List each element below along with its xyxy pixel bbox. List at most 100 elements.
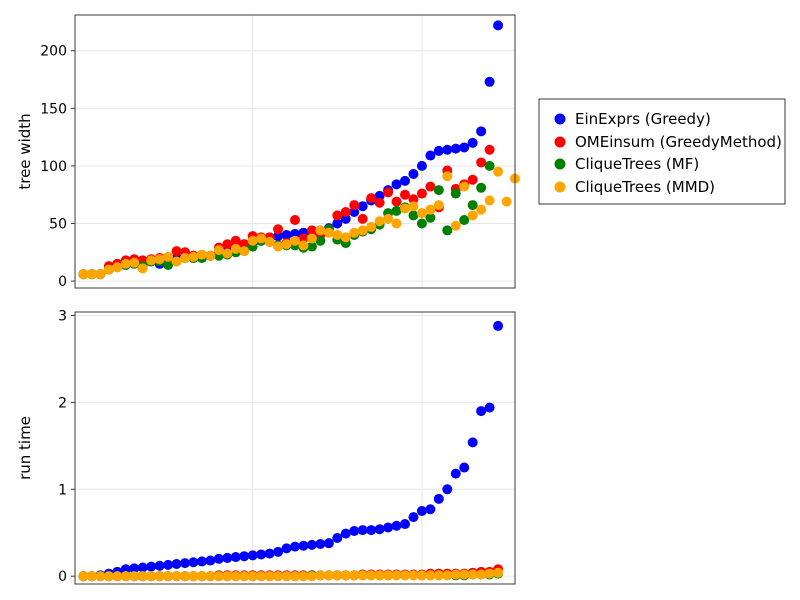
- data-point: [78, 269, 89, 280]
- data-point: [374, 197, 385, 208]
- data-point: [391, 205, 402, 216]
- data-point: [180, 253, 190, 264]
- data-point: [306, 233, 317, 244]
- data-point: [213, 244, 224, 255]
- data-point: [273, 571, 284, 582]
- data-point: [493, 166, 504, 177]
- y-tick-label: 200: [40, 44, 67, 60]
- data-point: [484, 76, 495, 87]
- data-point: [290, 215, 300, 226]
- data-point: [400, 519, 410, 530]
- data-point: [146, 571, 157, 582]
- plot-frame: [74, 311, 516, 585]
- data-point: [196, 249, 207, 260]
- data-point: [433, 570, 444, 581]
- data-point: [425, 504, 436, 515]
- data-point: [281, 543, 292, 554]
- y-tick-label: 3: [58, 308, 67, 324]
- data-point: [273, 241, 284, 252]
- data-point: [332, 218, 343, 229]
- data-point: [416, 506, 427, 517]
- data-point: [264, 236, 275, 247]
- data-point: [298, 571, 309, 582]
- panel-1: 0 50 100 150 200 tree width: [16, 14, 520, 290]
- data-point: [112, 262, 123, 273]
- data-point: [315, 225, 326, 236]
- data-point: [425, 570, 436, 581]
- y-tick-label: 1: [58, 482, 67, 498]
- data-point: [256, 549, 267, 560]
- data-point: [476, 204, 487, 215]
- data-point: [323, 570, 334, 581]
- data-point: [467, 200, 478, 211]
- data-point: [129, 257, 140, 268]
- data-point: [112, 571, 123, 582]
- data-point: [154, 560, 165, 571]
- data-point: [120, 258, 131, 269]
- data-point: [467, 174, 478, 185]
- data-point: [306, 225, 317, 236]
- data-point: [129, 563, 140, 574]
- data-point: [467, 137, 478, 148]
- data-point: [374, 570, 385, 581]
- data-point: [493, 320, 504, 331]
- data-point: [433, 145, 444, 156]
- data-point: [416, 188, 427, 199]
- data-point: [222, 248, 233, 259]
- data-point: [484, 568, 495, 579]
- data-point: [476, 182, 487, 193]
- data-point: [467, 569, 478, 580]
- data-point: [205, 250, 216, 261]
- data-point: [349, 570, 360, 581]
- data-point: [264, 548, 275, 559]
- data-point: [171, 246, 182, 257]
- data-point: [281, 571, 292, 582]
- data-point: [425, 212, 436, 223]
- legend-label-cliquetrees-mf: CliqueTrees (MF): [575, 155, 699, 173]
- data-point: [163, 571, 174, 582]
- data-point: [416, 208, 427, 219]
- data-point: [247, 571, 258, 582]
- data-point: [230, 571, 241, 582]
- data-point: [366, 570, 377, 581]
- data-point: [103, 571, 114, 582]
- data-point: [180, 558, 190, 569]
- data-point: [281, 230, 292, 241]
- data-point: [188, 571, 199, 582]
- data-point: [86, 571, 97, 582]
- data-point: [459, 181, 470, 192]
- data-point: [501, 196, 512, 207]
- y-axis-label: tree width: [16, 113, 34, 189]
- data-point: [408, 210, 419, 221]
- data-point: [95, 269, 106, 280]
- data-point: [340, 528, 351, 539]
- series-einexprs-greedy: [78, 320, 504, 582]
- data-point: [137, 571, 148, 582]
- chart-legend: EinExprs (Greedy) OMEinsum (GreedyMethod…: [538, 98, 786, 205]
- data-point: [408, 201, 419, 212]
- data-point: [196, 571, 207, 582]
- data-point: [357, 225, 368, 236]
- data-point: [171, 256, 182, 267]
- data-point: [323, 538, 334, 549]
- data-point: [222, 552, 233, 563]
- legend-box: [538, 98, 786, 205]
- data-point: [391, 570, 402, 581]
- data-point: [484, 144, 495, 155]
- data-point: [383, 522, 394, 533]
- data-point: [222, 239, 233, 250]
- data-point: [340, 213, 351, 224]
- legend-marker-einexprs: [554, 113, 566, 125]
- legend-label-cliquetrees-mmd: CliqueTrees (MMD): [575, 178, 715, 196]
- data-point: [154, 254, 165, 265]
- data-point: [239, 239, 250, 250]
- data-point: [154, 571, 165, 582]
- data-point: [264, 571, 275, 582]
- legend-marker-cliquetrees-mf: [554, 158, 566, 170]
- data-point: [442, 570, 453, 581]
- data-point: [391, 218, 402, 229]
- data-point: [408, 168, 419, 179]
- data-point: [476, 126, 487, 137]
- data-point: [400, 203, 410, 214]
- data-point: [357, 201, 368, 212]
